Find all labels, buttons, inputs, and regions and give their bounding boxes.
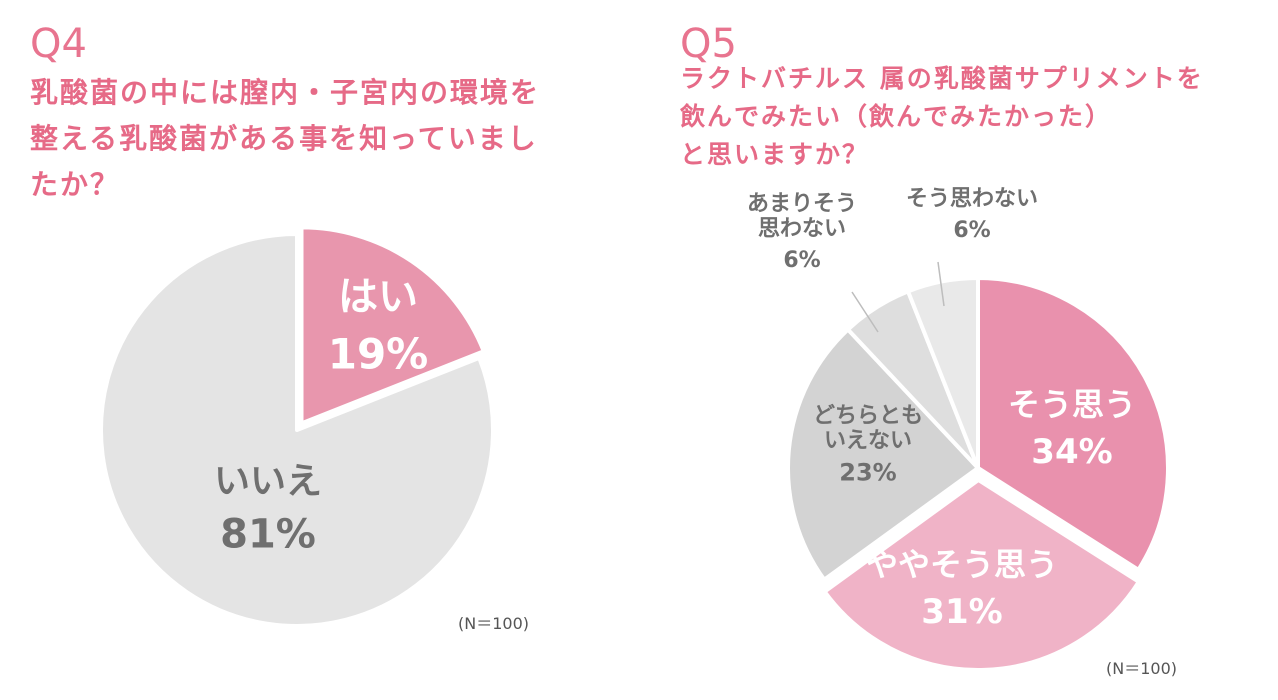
- slice-label: あまりそう思わない: [747, 191, 857, 241]
- slice-value-label: 23%: [839, 459, 896, 487]
- q5-question-line: と思いますか？: [680, 140, 870, 169]
- q4-number: Q4: [30, 21, 87, 67]
- q5-number: Q5: [680, 21, 737, 67]
- pie-slice: [786, 327, 980, 582]
- slice-label: ややそう思う: [866, 546, 1058, 584]
- slice-label: はい: [338, 274, 418, 320]
- q4-question-line: 乳酸菌の中には膣内・子宮内の環境を: [30, 76, 541, 109]
- slice-value-label: 34%: [1031, 432, 1112, 472]
- slice-value-label: 6%: [783, 248, 820, 273]
- pie-slice: [99, 232, 495, 628]
- q5-sample-note: (N＝100): [1106, 659, 1177, 678]
- slice-value-label: 81%: [220, 512, 316, 558]
- slice-value-label: 19%: [328, 330, 429, 379]
- q5-question-line: 飲んでみたい（飲んでみたかった）: [680, 102, 1113, 131]
- q4-question-line: 整える乳酸菌がある事を知っていまし: [30, 122, 538, 155]
- pie-slice: [299, 225, 486, 426]
- slice-value-label: 31%: [921, 592, 1002, 632]
- leader-line: [851, 291, 879, 333]
- slice-label: どちらともいえない: [813, 403, 923, 453]
- q4-question-line: たか？: [30, 168, 121, 201]
- pie-chart-q5: そう思う 34% ややそう思う 31% どちらともいえない 23% あまりそう思わない 6% そ…: [747, 187, 1170, 672]
- q5-question-line: ラクトバチルス 属の乳酸菌サプリメントを: [680, 64, 1204, 93]
- q4-question: 乳酸菌の中には膣内・子宮内の環境を 整える乳酸菌がある事を知っていまし たか？: [30, 70, 540, 208]
- pie-chart-q4: はい 19% いいえ 81%: [99, 225, 495, 628]
- pie-slice: [822, 477, 1141, 672]
- slice-value-label: 6%: [953, 218, 990, 243]
- q5-question: ラクトバチルス 属の乳酸菌サプリメントを 飲んでみたい（飲んでみたかった） と思…: [680, 60, 1204, 174]
- pie-slice: [906, 276, 980, 470]
- leader-line: [937, 261, 945, 307]
- slice-label: いいえ: [214, 461, 322, 502]
- q4-sample-note: (N＝100): [458, 614, 529, 633]
- slice-label: そう思わない: [906, 187, 1038, 212]
- pie-slice: [976, 276, 1170, 572]
- slice-label: そう思う: [1008, 386, 1136, 424]
